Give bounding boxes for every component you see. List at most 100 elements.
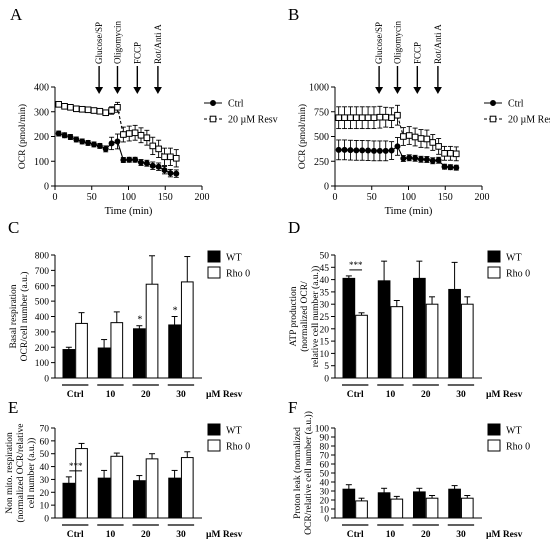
y-axis-label-e: Non mito. respiration (normalized OCR/rel… — [5, 424, 37, 523]
data-point — [388, 114, 395, 121]
y-tick-label: 0 — [44, 182, 49, 193]
y-axis-label-line: OCR/cell number (a.u.) — [19, 272, 30, 362]
y-axis-label-line: OCR (pmol/min) — [17, 104, 28, 169]
legend-swatch — [207, 250, 221, 263]
y-tick-label: 70 — [320, 452, 330, 462]
injection-arrow-head — [133, 87, 142, 94]
category-label: Ctrl — [67, 390, 84, 400]
data-point — [388, 147, 395, 154]
data-point — [405, 132, 413, 139]
series-ctrl — [55, 130, 180, 178]
legend: WT Rho 0 — [207, 250, 250, 280]
data-point — [347, 147, 354, 154]
bar — [425, 497, 439, 519]
data-point — [400, 133, 407, 140]
significance-stars: *** — [349, 260, 363, 270]
y-tick-label: 40 — [320, 479, 330, 489]
injection-label: Rot/Anti A — [153, 24, 163, 64]
x-tick-label: 200 — [475, 192, 490, 203]
legend-label: 20 µM Resv — [228, 115, 278, 126]
category-label: 10 — [106, 390, 116, 400]
bar-group: Ctrl *** — [62, 442, 89, 540]
x-unit-label: µM Resv — [206, 530, 243, 540]
y-tick-label: 250 — [314, 157, 329, 168]
data-point — [489, 100, 496, 107]
category-label: 10 — [386, 530, 396, 540]
legend-label: Rho 0 — [506, 442, 530, 453]
y-tick-label: 20 — [320, 497, 330, 507]
bar — [460, 497, 474, 519]
bar-group: 30 — [447, 261, 475, 400]
injection-marker: Rot/Anti A — [433, 24, 443, 94]
bar — [425, 303, 439, 379]
injection-marker: Glucose/SP — [374, 22, 384, 94]
bar-group: Ctrl — [62, 312, 89, 400]
injection-arrow-head — [433, 87, 442, 94]
data-point — [172, 154, 180, 162]
y-tick-label: 800 — [35, 252, 50, 262]
x-axis-label: Time (min) — [385, 206, 433, 217]
y-tick-label: 300 — [34, 107, 49, 118]
data-point — [137, 131, 145, 139]
y-axis-label-line: Basal respiration — [9, 284, 19, 348]
data-point — [161, 167, 168, 174]
y-tick-label: 1000 — [309, 83, 329, 94]
bar — [355, 314, 368, 379]
y-tick-label: 100 — [34, 157, 49, 168]
bar-group: 30 — [167, 451, 195, 540]
data-point — [61, 132, 68, 139]
y-axis-label-c: Basal respiration OCR/cell number (a.u.) — [9, 272, 30, 362]
data-point — [149, 142, 157, 150]
bar-group: 10 — [97, 311, 124, 400]
data-point — [155, 163, 162, 170]
bar-chart-c: 0 100 200 300 400 500 600 700 800 Ctrl 10 20 * 30 * µM … — [35, 250, 250, 400]
data-point — [435, 157, 442, 164]
category-label: Ctrl — [347, 530, 364, 540]
panel-letter-a: A — [10, 5, 23, 24]
legend-label: Rho 0 — [226, 269, 250, 280]
data-point — [423, 135, 431, 143]
series-resv — [55, 101, 180, 168]
data-point — [429, 139, 437, 146]
data-point — [131, 129, 139, 137]
y-axis-label-f: Proton leak (normalized OCR/relative cell… — [292, 411, 314, 535]
legend: Ctrl 20 µM Resv — [484, 99, 550, 126]
bar-group: 30 — [447, 485, 475, 540]
y-axis-label-line: (normalized OCR/ — [299, 281, 310, 352]
data-point — [452, 150, 460, 158]
y-tick-label: 700 — [35, 267, 50, 277]
data-point — [55, 130, 62, 137]
y-tick-label: 300 — [35, 328, 50, 338]
y-axis-label-line: Non mito. respiration — [5, 432, 15, 514]
legend-swatch — [207, 423, 221, 436]
data-point — [406, 154, 413, 161]
y-tick-label: 40 — [40, 463, 50, 473]
data-point — [137, 159, 144, 166]
category-label: Ctrl — [347, 390, 364, 400]
bar — [180, 281, 194, 379]
data-point — [358, 114, 366, 121]
bar — [62, 349, 76, 379]
bar — [377, 492, 391, 519]
data-point — [359, 147, 366, 154]
panel-letter-e: E — [8, 398, 18, 417]
y-tick-label: 0 — [44, 375, 49, 385]
injection-arrow-head — [113, 87, 122, 94]
series-ctrl — [335, 137, 460, 171]
x-unit-label: µM Resv — [206, 390, 243, 400]
series-resv — [335, 104, 460, 162]
data-point — [394, 111, 401, 119]
legend: Ctrl 20 µM Resv — [204, 99, 278, 126]
data-point — [61, 103, 68, 110]
bar-group: 10 — [377, 260, 404, 400]
bar — [145, 458, 159, 519]
bar — [460, 303, 474, 379]
y-tick-label: 30 — [320, 488, 330, 498]
bar — [377, 280, 391, 379]
line-chart-b: 0 250 500 750 1000 0 50 100 150 200 Time (min) Gluc… — [309, 21, 550, 217]
data-point — [347, 114, 354, 121]
injection-marker: Oligomycin — [112, 21, 122, 94]
significance-star: * — [137, 315, 142, 326]
category-label: Ctrl — [67, 530, 84, 540]
legend-label: 20 µM Resv — [508, 115, 550, 126]
